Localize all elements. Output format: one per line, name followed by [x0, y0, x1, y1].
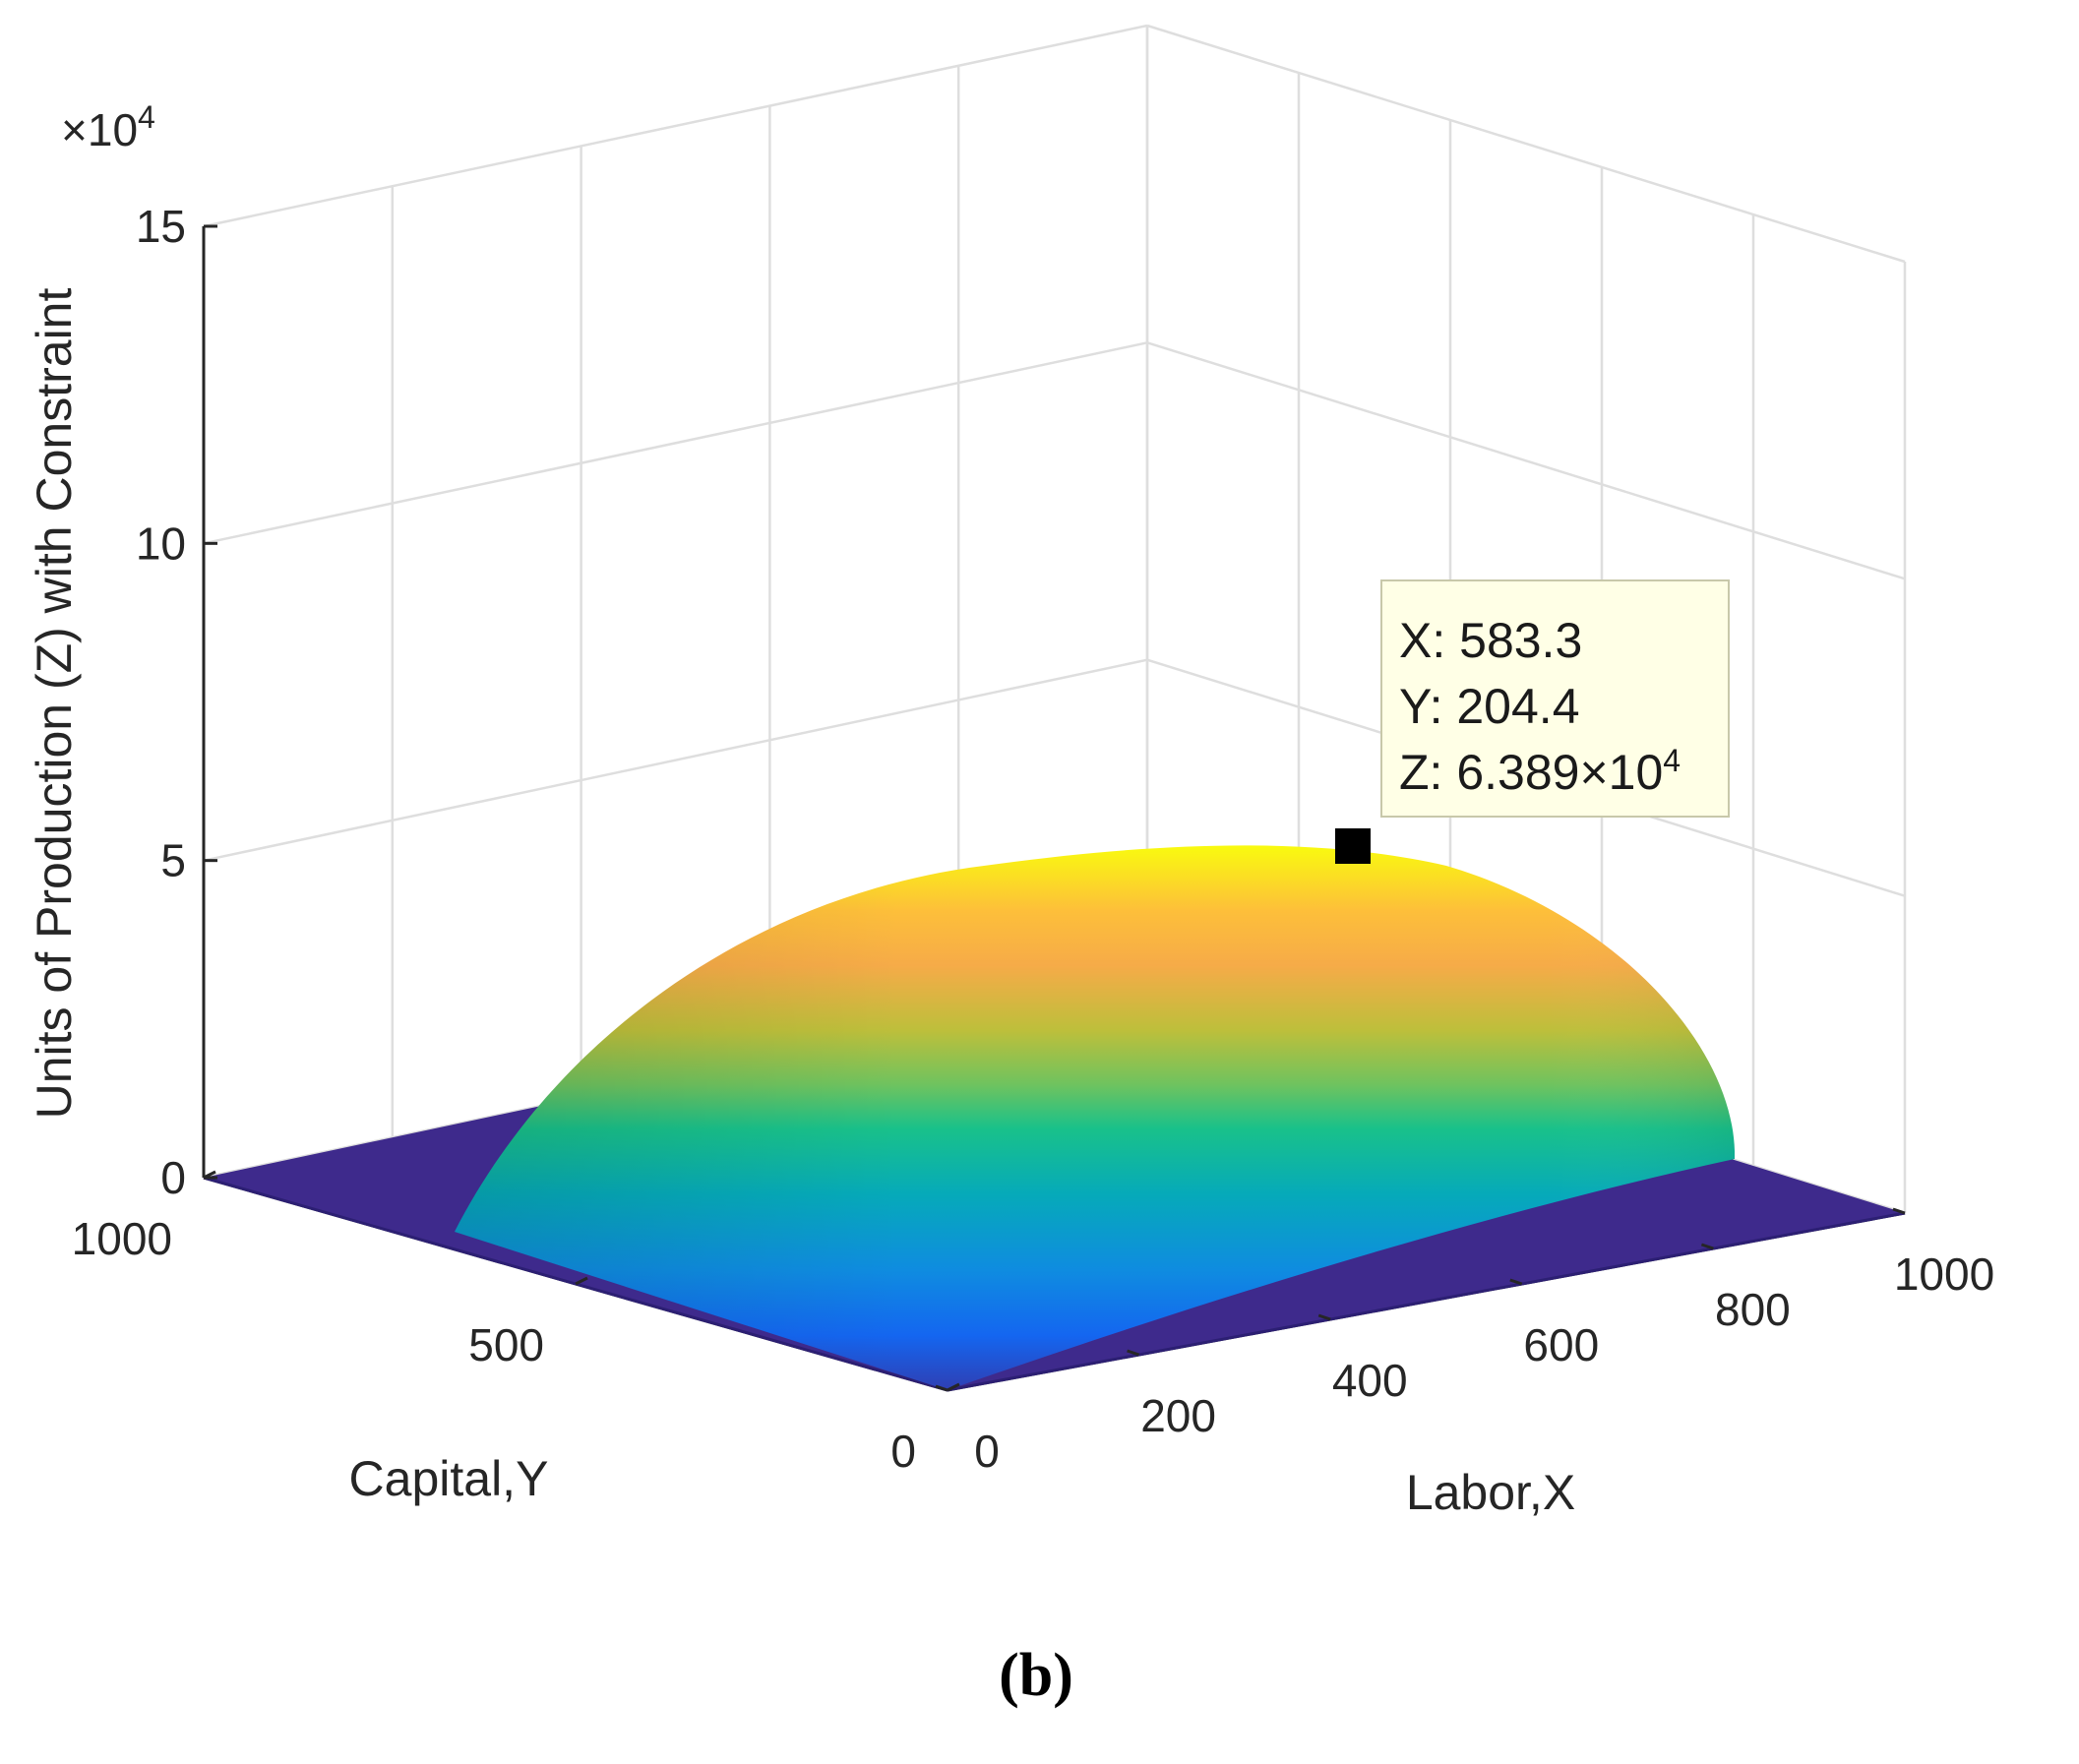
figure-caption: (b)	[999, 1642, 1073, 1709]
datatip-box	[1380, 579, 1730, 818]
z-tick-label: 0	[160, 1152, 186, 1203]
datatip-marker	[1335, 828, 1371, 864]
x-tick-mark	[1509, 1278, 1523, 1286]
x-tick-mark	[935, 1384, 948, 1392]
x-tick-mark	[1892, 1207, 1906, 1215]
grid-wall-left-z-2	[203, 341, 1148, 545]
y-axis-title: Capital,Y	[349, 1451, 549, 1506]
x-tick-label: 800	[1715, 1284, 1791, 1335]
z-tick-label: 10	[136, 517, 186, 569]
y-tick-label: 1000	[72, 1213, 172, 1264]
datatip[interactable]: X: 583.3 Y: 204.4 Z: 6.389×104	[1335, 579, 1730, 864]
z-axis-title: Units of Production (Z) with Constraint	[27, 288, 82, 1120]
z-tick-label: 15	[136, 201, 186, 252]
x-tick-label: 0	[974, 1426, 1000, 1477]
surface-dome-shading	[455, 845, 1735, 1390]
x-tick-mark	[1317, 1313, 1331, 1321]
z-exponent-label: ×104	[61, 99, 155, 155]
x-axis-title: Labor,X	[1406, 1465, 1575, 1520]
x-tick-label: 400	[1332, 1355, 1408, 1406]
grid-wall-left-z-1	[203, 658, 1148, 862]
datatip-y: Y: 204.4	[1399, 679, 1580, 734]
y-tick-label: 500	[468, 1319, 544, 1370]
y-tick-mark	[203, 1170, 216, 1180]
x-axis-ticks: 0 200 400 600 800 1000	[935, 1207, 1994, 1477]
x-tick-label: 200	[1140, 1390, 1216, 1441]
grid-wall-right-z-3	[1146, 24, 1906, 264]
y-tick-label: 0	[890, 1426, 916, 1477]
y-tick-mark	[575, 1276, 588, 1286]
grid-wall-right-z-2	[1146, 341, 1906, 580]
grid-wall-left-z-3	[203, 24, 1148, 228]
datatip-z: Z: 6.389×104	[1399, 743, 1681, 800]
y-tick-mark	[947, 1382, 960, 1392]
z-tick-label: 5	[160, 835, 186, 886]
x-tick-mark	[1700, 1243, 1714, 1250]
x-tick-mark	[1127, 1349, 1140, 1357]
z-axis-ticks: 0 5 10 15	[136, 201, 217, 1203]
x-tick-label: 600	[1523, 1319, 1599, 1370]
datatip-x: X: 583.3	[1399, 613, 1582, 668]
y-axis-ticks: 0 500 1000	[72, 1170, 960, 1477]
x-tick-label: 1000	[1894, 1248, 1994, 1300]
